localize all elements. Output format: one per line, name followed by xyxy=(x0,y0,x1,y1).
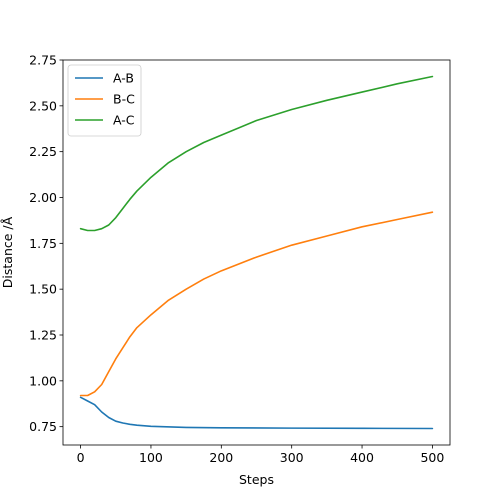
y-tick-label: 2.00 xyxy=(29,190,57,205)
legend-box xyxy=(67,64,142,137)
series-line-b-c xyxy=(79,211,434,397)
y-tick-label: 1.25 xyxy=(29,328,57,343)
y-tick-label: 0.75 xyxy=(29,419,57,434)
x-tick-label: 500 xyxy=(420,450,444,465)
y-tick-label: 2.50 xyxy=(29,98,57,113)
x-tick-label: 300 xyxy=(280,450,304,465)
legend-label-b-c: B-C xyxy=(113,92,135,107)
y-tick-label: 1.00 xyxy=(29,373,57,388)
legend: A-B B-C A-C xyxy=(67,64,142,137)
legend-label-a-c: A-C xyxy=(113,113,135,128)
legend-label-a-b: A-B xyxy=(113,71,134,86)
x-tick-label: 200 xyxy=(209,450,233,465)
y-axis-label: Distance /Å xyxy=(0,216,15,288)
x-tick-label: 0 xyxy=(77,450,85,465)
x-tick-label: 400 xyxy=(350,450,374,465)
x-tick-label: 100 xyxy=(139,450,163,465)
series-line-a-c xyxy=(79,75,434,232)
y-tick-label: 1.75 xyxy=(29,236,57,251)
plot-frame xyxy=(62,59,451,446)
y-tick-label: 2.25 xyxy=(29,144,57,159)
series-layer xyxy=(79,75,434,430)
y-tick-label: 1.50 xyxy=(29,282,57,297)
tick-layer: 0 100 200 300 400 500 0.75 1.00 1.25 1.50 1.75 2.00… xyxy=(29,53,444,466)
x-axis-label: Steps xyxy=(239,472,274,487)
y-tick-label: 2.75 xyxy=(29,53,57,68)
series-line-a-b xyxy=(79,396,434,430)
